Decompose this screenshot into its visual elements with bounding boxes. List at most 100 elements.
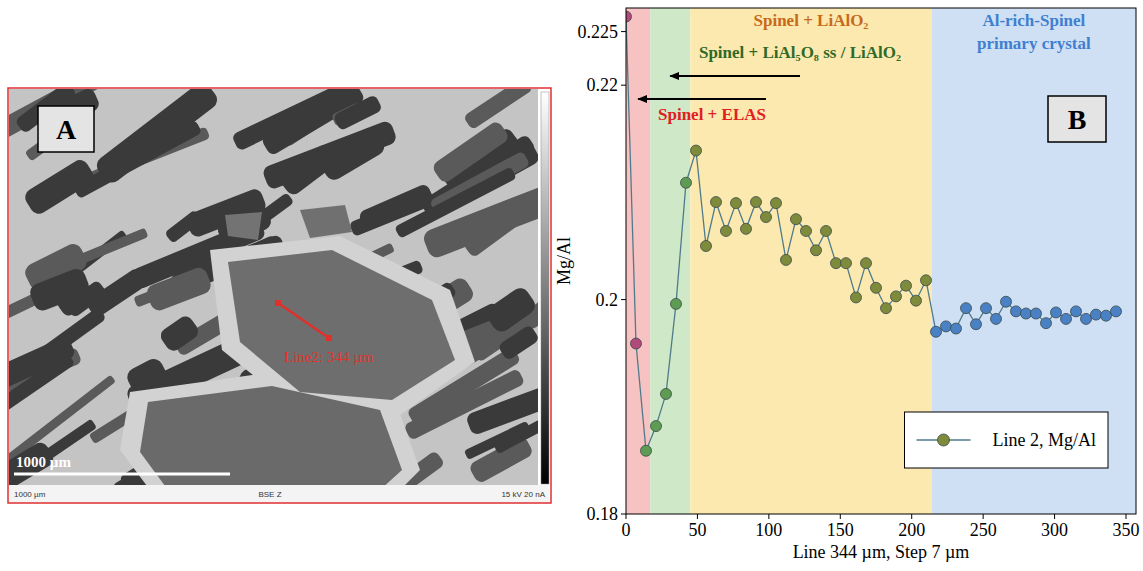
data-point xyxy=(801,225,812,236)
data-point xyxy=(761,212,772,223)
scale-bar xyxy=(14,473,230,476)
x-tick xyxy=(1054,514,1055,519)
label-line: Al-rich-Spinel xyxy=(982,11,1085,30)
micrograph xyxy=(9,89,538,485)
x-tick xyxy=(911,514,912,519)
data-point xyxy=(651,421,662,432)
colorbar xyxy=(541,92,549,484)
data-point xyxy=(1051,307,1062,318)
data-point xyxy=(821,225,832,236)
spinel-crystal xyxy=(228,250,455,400)
dark-phase xyxy=(316,125,388,184)
y-tick xyxy=(621,85,626,86)
dark-phase xyxy=(394,167,517,239)
data-point xyxy=(1031,308,1042,319)
y-tick-label: 0.225 xyxy=(578,22,619,42)
footer-text: BSE Z xyxy=(258,490,281,499)
data-point xyxy=(691,145,702,156)
data-point xyxy=(626,11,632,22)
data-point xyxy=(931,326,942,337)
x-tick-label: 100 xyxy=(755,520,782,540)
x-tick-label: 50 xyxy=(688,520,706,540)
x-tick xyxy=(768,514,769,519)
dark-phase xyxy=(261,119,398,190)
data-point xyxy=(741,223,752,234)
dark-phase xyxy=(215,202,274,249)
panel-letter-box xyxy=(38,106,94,152)
x-tick-label: 250 xyxy=(970,520,997,540)
footer-strip xyxy=(9,485,549,503)
data-point xyxy=(981,303,992,314)
legend-box xyxy=(905,412,1109,468)
data-point xyxy=(851,292,862,303)
region-label: Spinel + LiAlO₂ xyxy=(754,11,869,30)
spinel-crystal xyxy=(300,205,352,238)
data-point xyxy=(751,197,762,208)
dark-phase xyxy=(22,157,97,217)
plot-frame xyxy=(626,8,1136,514)
series-line xyxy=(626,17,1116,451)
dark-phase xyxy=(463,89,533,130)
x-tick-label: 150 xyxy=(827,520,854,540)
dark-phase xyxy=(483,285,538,336)
data-point xyxy=(971,319,982,330)
data-point xyxy=(831,258,842,269)
data-point xyxy=(681,177,692,188)
data-point xyxy=(1041,318,1052,329)
region xyxy=(690,8,931,514)
panel-frame xyxy=(8,88,551,503)
label-line: primary crystal xyxy=(977,34,1091,53)
data-point xyxy=(731,198,742,209)
x-tick xyxy=(1126,514,1127,519)
dark-phase xyxy=(164,210,203,244)
dark-phase xyxy=(9,335,77,411)
measure-line xyxy=(278,303,329,338)
data-point xyxy=(1011,306,1022,317)
data-point xyxy=(631,338,642,349)
x-tick-label: 200 xyxy=(898,520,925,540)
data-point xyxy=(791,214,802,225)
data-point xyxy=(1101,310,1112,321)
data-point xyxy=(671,298,682,309)
measure-label: Line2: 344 µm xyxy=(284,349,374,365)
data-point xyxy=(911,295,922,306)
data-point xyxy=(781,254,792,265)
footer-text: 1000 µm xyxy=(14,490,46,499)
plot-area xyxy=(626,8,1136,514)
region xyxy=(650,8,690,514)
legend: Line 2, Mg/Al xyxy=(905,412,1109,468)
region-label: Spinel + LiAl₅O₈ ss / LiAlO₂ xyxy=(699,43,901,62)
data-point xyxy=(641,445,652,456)
data-point xyxy=(1111,306,1122,317)
data-point xyxy=(811,245,822,256)
measure-end xyxy=(326,335,332,341)
y-tick-label: 0.18 xyxy=(587,504,619,524)
data-point xyxy=(1081,313,1092,324)
data-point xyxy=(1071,306,1082,317)
region xyxy=(626,8,650,514)
scale-bar-label: 1000 µm xyxy=(16,454,71,470)
data-point xyxy=(711,197,722,208)
annotation-arrow xyxy=(670,75,800,77)
y-axis-title: Mg/Al xyxy=(554,237,574,285)
data-point xyxy=(1091,309,1102,320)
x-tick xyxy=(697,514,698,519)
spinel-crystal xyxy=(225,212,262,240)
data-point xyxy=(771,198,782,209)
spinel-crystal xyxy=(140,386,402,485)
data-point xyxy=(721,225,732,236)
data-point xyxy=(861,258,872,269)
y-tick xyxy=(621,514,626,515)
data-point xyxy=(841,258,852,269)
x-tick xyxy=(840,514,841,519)
data-point xyxy=(871,282,882,293)
x-axis-title: Line 344 µm, Step 7 µm xyxy=(793,542,970,562)
panel-letter-box xyxy=(1048,96,1106,142)
x-tick-label: 0 xyxy=(622,520,631,540)
data-point xyxy=(881,303,892,314)
measure-end xyxy=(275,300,281,306)
panel-letter: B xyxy=(1068,104,1087,135)
annotation-arrow xyxy=(638,98,766,100)
data-point xyxy=(891,291,902,302)
dark-phase xyxy=(93,89,221,186)
